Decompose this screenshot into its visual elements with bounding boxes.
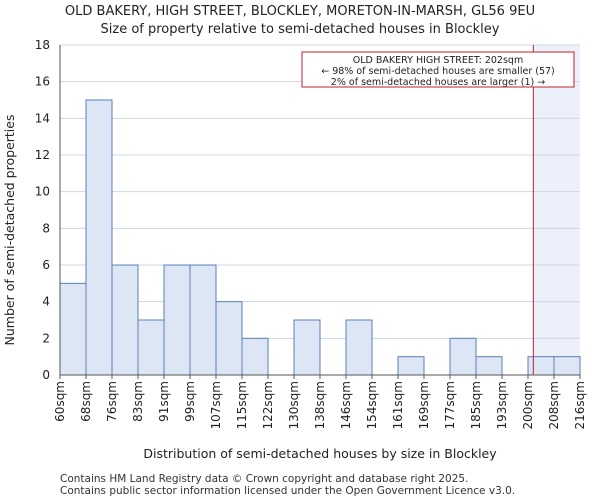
bar <box>111 264 139 376</box>
y-axis-label: Number of semi-detached properties <box>2 115 17 346</box>
x-tick-label: 169sqm <box>417 381 431 429</box>
subject-highlight-region <box>533 45 580 375</box>
x-tick-label: 216sqm <box>573 381 587 429</box>
x-tick-label: 130sqm <box>287 381 301 429</box>
footer-line-1: Contains HM Land Registry data © Crown c… <box>60 473 469 485</box>
x-tick-label: 99sqm <box>183 381 197 422</box>
bar <box>189 264 217 376</box>
y-tick-label: 12 <box>35 148 50 162</box>
x-tick-label: 107sqm <box>209 381 223 429</box>
bar <box>449 337 477 376</box>
y-tick-label: 4 <box>42 295 50 309</box>
y-tick-label: 8 <box>42 221 50 235</box>
x-tick-label: 60sqm <box>53 381 67 422</box>
y-tick-label: 6 <box>42 258 50 272</box>
x-tick-label: 208sqm <box>547 381 561 429</box>
x-axis-label: Distribution of semi-detached houses by … <box>143 446 497 461</box>
x-tick-label: 146sqm <box>339 381 353 429</box>
bar <box>527 356 555 376</box>
x-tick-label: 76sqm <box>105 381 119 422</box>
bar <box>293 319 321 376</box>
x-tick-label: 122sqm <box>261 381 275 429</box>
y-tick-label: 16 <box>35 75 50 89</box>
y-tick-label: 18 <box>35 38 50 52</box>
bar <box>475 356 503 376</box>
x-tick-label: 68sqm <box>79 381 93 422</box>
bar <box>345 319 373 376</box>
bar <box>137 319 165 376</box>
x-tick-label: 177sqm <box>443 381 457 429</box>
y-tick-label: 2 <box>42 331 50 345</box>
footer-line-2: Contains public sector information licen… <box>60 485 516 497</box>
x-tick-label: 154sqm <box>365 381 379 429</box>
bar <box>241 337 269 376</box>
x-tick-label: 83sqm <box>131 381 145 422</box>
bar <box>163 264 191 376</box>
bar <box>397 356 425 376</box>
annotation-line: OLD BAKERY HIGH STREET: 202sqm <box>353 55 523 66</box>
y-tick-label: 0 <box>42 368 50 382</box>
chart-title: OLD BAKERY, HIGH STREET, BLOCKLEY, MORET… <box>64 4 536 19</box>
bar <box>215 301 243 376</box>
x-tick-label: 138sqm <box>313 381 327 429</box>
x-tick-label: 115sqm <box>235 381 249 429</box>
annotation-box <box>301 51 575 88</box>
x-tick-label: 193sqm <box>495 381 509 429</box>
x-tick-label: 161sqm <box>391 381 405 429</box>
y-tick-label: 10 <box>35 185 50 199</box>
annotation-line: 2% of semi-detached houses are larger (1… <box>331 77 545 88</box>
chart-subtitle: Size of property relative to semi-detach… <box>100 22 500 37</box>
y-tick-label: 14 <box>35 111 50 125</box>
bar <box>85 99 113 376</box>
bar <box>553 356 581 376</box>
x-tick-label: 200sqm <box>521 381 535 429</box>
bar <box>59 282 87 376</box>
x-tick-label: 185sqm <box>469 381 483 429</box>
x-tick-label: 91sqm <box>157 381 171 422</box>
annotation-line: ← 98% of semi-detached houses are smalle… <box>321 66 555 77</box>
